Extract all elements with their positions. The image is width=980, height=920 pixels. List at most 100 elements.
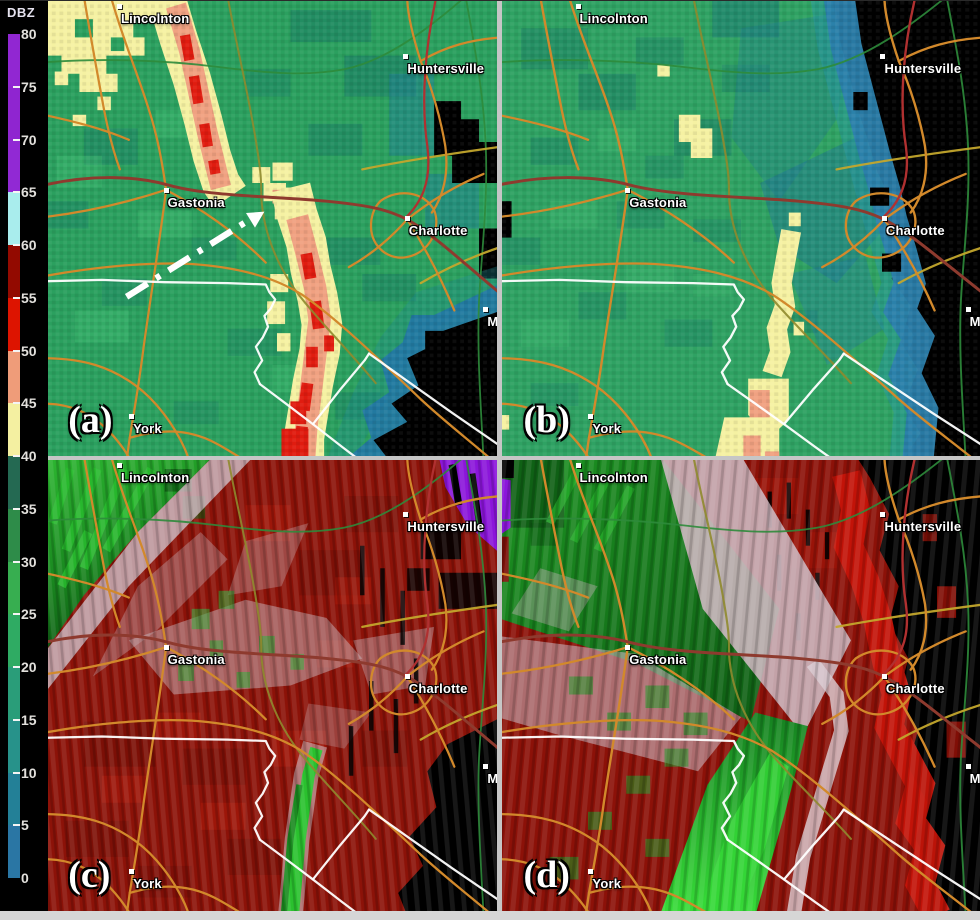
colorbar-tick-mark	[13, 507, 20, 510]
city-label: Charlotte	[408, 680, 468, 696]
city-label: Gastonia	[629, 652, 687, 668]
city-dot-icon	[116, 462, 122, 468]
colorbar-tick-mark	[13, 771, 20, 774]
colorbar-segment	[8, 667, 20, 720]
colorbar-tick-mark	[13, 296, 20, 299]
colorbar-segment	[8, 245, 20, 298]
city-label: York	[592, 420, 622, 436]
city-dot-icon	[880, 512, 886, 518]
city-dot-icon	[129, 413, 135, 419]
panel-label: (a)	[68, 399, 113, 442]
colorbar-tick-mark	[13, 85, 20, 88]
city-dot-icon	[965, 763, 971, 769]
city-label: York	[133, 420, 162, 436]
panel-label: (b)	[523, 399, 570, 442]
city-label: Charlotte	[885, 680, 945, 696]
city-label: Lincolnton	[579, 469, 648, 485]
colorbar-segment	[8, 772, 20, 826]
radar-panel-d: Lincolnton Huntersville Gastonia Charlotte Y…	[502, 460, 980, 911]
figure-footer-strip	[0, 911, 980, 920]
city-dot-icon	[116, 3, 122, 9]
city-label: Lincolnton	[579, 10, 648, 26]
city-label: M	[487, 314, 497, 329]
colorbar-tick-label: 30	[21, 553, 37, 570]
city-dot-icon	[880, 53, 886, 59]
city-label: M	[969, 770, 980, 786]
city-label: Charlotte	[885, 223, 945, 239]
city-dot-icon	[881, 216, 887, 222]
colorbar-segment	[8, 192, 20, 245]
colorbar-tick-label: 10	[21, 764, 37, 781]
colorbar-tick-label: 35	[21, 500, 37, 517]
city-dot-icon	[163, 187, 169, 193]
colorbar-tick-mark	[13, 613, 20, 616]
colorbar-tick-mark	[13, 455, 20, 457]
city-label: M	[969, 314, 980, 330]
city-label: Gastonia	[167, 652, 225, 668]
city-dot-icon	[625, 645, 631, 651]
colorbar-tick-mark	[13, 718, 20, 721]
city-dot-icon	[163, 645, 169, 651]
colorbar-tick-label: 0	[21, 870, 29, 886]
colorbar-tick-label: 25	[21, 606, 37, 623]
colorbar-segment	[8, 86, 20, 140]
colorbar-tick-label: 15	[21, 711, 37, 728]
colorbar-tick-label: 80	[21, 26, 37, 42]
colorbar-tick-label: 60	[21, 237, 37, 253]
colorbar-segment	[8, 614, 20, 667]
city-dot-icon	[965, 307, 971, 313]
colorbar-tick-mark	[13, 138, 20, 141]
colorbar-segment	[8, 297, 20, 351]
city-label: Lincolnton	[120, 10, 190, 26]
colorbar-segment	[8, 561, 20, 615]
colorbar-segment	[8, 403, 20, 456]
colorbar-tick-label: 5	[21, 817, 29, 834]
colorbar-tick-mark	[13, 244, 20, 246]
colorbar-bar	[8, 34, 20, 878]
colorbar-tick-label: 65	[21, 184, 37, 201]
radar-panel-a: Lincolnton Huntersville Gastonia Charlotte Y…	[48, 1, 497, 456]
city-label: Gastonia	[167, 194, 225, 210]
city-dot-icon	[575, 3, 581, 9]
city-label: York	[592, 876, 622, 892]
colorbar-tick-mark	[13, 824, 20, 827]
panel-label: (d)	[523, 854, 570, 897]
colorbar-title: DBZ	[7, 5, 36, 20]
city-dot-icon	[575, 462, 581, 468]
panel-label: (c)	[68, 854, 111, 897]
city-dot-icon	[404, 216, 410, 222]
city-label: Gastonia	[629, 194, 687, 210]
dbz-colorbar: DBZ 80 75 70 65 60 55 50 45 40 35 30 25 20 15 10 5 0	[0, 1, 48, 920]
city-dot-icon	[483, 307, 489, 313]
colorbar-tick-label: 70	[21, 131, 37, 148]
colorbar-segment	[8, 350, 20, 404]
city-label: Huntersville	[884, 519, 962, 535]
colorbar-tick-mark	[13, 666, 20, 668]
city-label: Huntersville	[407, 60, 485, 76]
city-dot-icon	[588, 413, 594, 419]
colorbar-tick-mark	[13, 560, 20, 563]
colorbar-tick-label: 55	[21, 289, 37, 306]
colorbar-tick-label: 40	[21, 448, 37, 464]
colorbar-tick-label: 45	[21, 395, 37, 412]
colorbar-tick-label: 50	[21, 342, 37, 359]
colorbar-segment	[8, 34, 20, 87]
colorbar-segment	[8, 508, 20, 562]
radar-panel-c: Lincolnton Huntersville Gastonia Charlotte Y…	[48, 460, 497, 911]
radar-panel-b: Lincolnton Huntersville Gastonia Charlotte Y…	[502, 1, 980, 456]
city-dot-icon	[403, 512, 409, 518]
panel-grid: Lincolnton Huntersville Gastonia Charlotte Y…	[48, 1, 980, 911]
colorbar-tick-label: 20	[21, 659, 37, 675]
colorbar-ticks: 80 75 70 65 60 55 50 45 40 35 30 25 20 15 10 5 0	[21, 26, 48, 886]
city-label: Charlotte	[408, 223, 468, 239]
city-label: Huntersville	[884, 60, 962, 76]
colorbar-segment	[8, 825, 20, 878]
city-dot-icon	[129, 869, 135, 875]
city-dot-icon	[881, 673, 887, 679]
colorbar-tick-mark	[13, 402, 20, 405]
colorbar-segment	[8, 719, 20, 773]
city-dot-icon	[625, 187, 631, 193]
city-label: M	[487, 771, 497, 786]
city-dot-icon	[483, 763, 489, 769]
